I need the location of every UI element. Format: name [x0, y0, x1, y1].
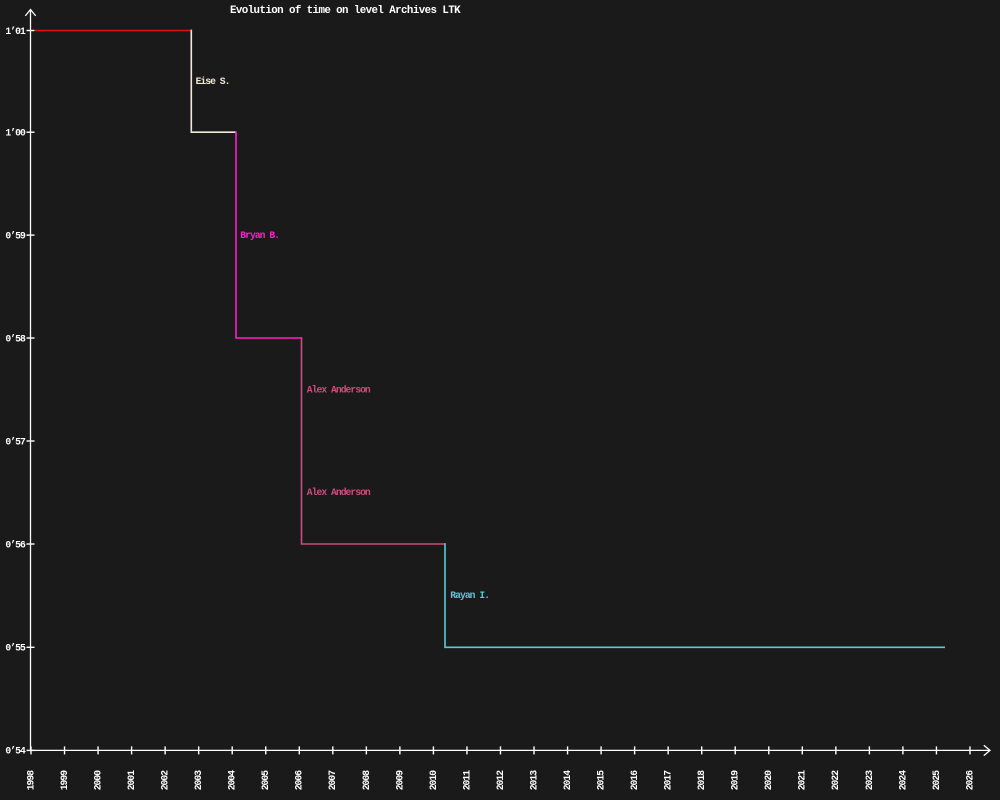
svg-text:2016: 2016 [629, 770, 640, 791]
svg-text:0’55: 0’55 [5, 643, 26, 654]
svg-text:Alex Anderson: Alex Anderson [307, 487, 371, 498]
svg-text:2005: 2005 [260, 770, 271, 791]
svg-text:2026: 2026 [964, 770, 975, 791]
svg-text:2024: 2024 [897, 770, 908, 791]
svg-text:2007: 2007 [327, 770, 338, 791]
svg-text:0’54: 0’54 [5, 746, 26, 757]
svg-text:Alex Anderson: Alex Anderson [307, 384, 371, 395]
svg-text:2004: 2004 [227, 770, 238, 791]
svg-text:2002: 2002 [160, 770, 171, 791]
svg-text:2025: 2025 [931, 770, 942, 791]
svg-text:0’57: 0’57 [5, 436, 26, 447]
svg-text:2006: 2006 [294, 770, 305, 791]
svg-text:2001: 2001 [126, 770, 137, 791]
svg-text:2018: 2018 [696, 770, 707, 791]
svg-text:2009: 2009 [394, 770, 405, 791]
svg-text:2008: 2008 [361, 770, 372, 791]
svg-text:1’00: 1’00 [5, 128, 26, 139]
svg-text:2020: 2020 [763, 770, 774, 791]
svg-text:Rayan I.: Rayan I. [450, 590, 489, 601]
svg-text:1998: 1998 [25, 770, 36, 791]
svg-text:Evolution of time on level Arc: Evolution of time on level Archives LTK [230, 5, 461, 17]
svg-text:2011: 2011 [461, 770, 472, 791]
svg-text:2023: 2023 [864, 770, 875, 791]
svg-text:2010: 2010 [428, 770, 439, 791]
svg-text:0’56: 0’56 [5, 539, 26, 550]
svg-text:2000: 2000 [92, 770, 103, 791]
svg-text:2021: 2021 [797, 770, 808, 791]
svg-text:2014: 2014 [562, 770, 573, 791]
svg-text:1999: 1999 [59, 770, 70, 791]
svg-text:2019: 2019 [730, 770, 741, 791]
svg-text:0’58: 0’58 [5, 333, 26, 344]
svg-text:1’01: 1’01 [5, 26, 26, 37]
svg-text:Bryan B.: Bryan B. [240, 230, 279, 241]
svg-text:2022: 2022 [830, 770, 841, 791]
svg-text:Eise S.: Eise S. [196, 76, 230, 87]
svg-text:2012: 2012 [495, 770, 506, 791]
svg-text:0’59: 0’59 [5, 230, 26, 241]
svg-text:2015: 2015 [595, 770, 606, 791]
svg-text:2003: 2003 [193, 770, 204, 791]
svg-text:2017: 2017 [663, 770, 674, 791]
svg-text:2013: 2013 [528, 770, 539, 791]
